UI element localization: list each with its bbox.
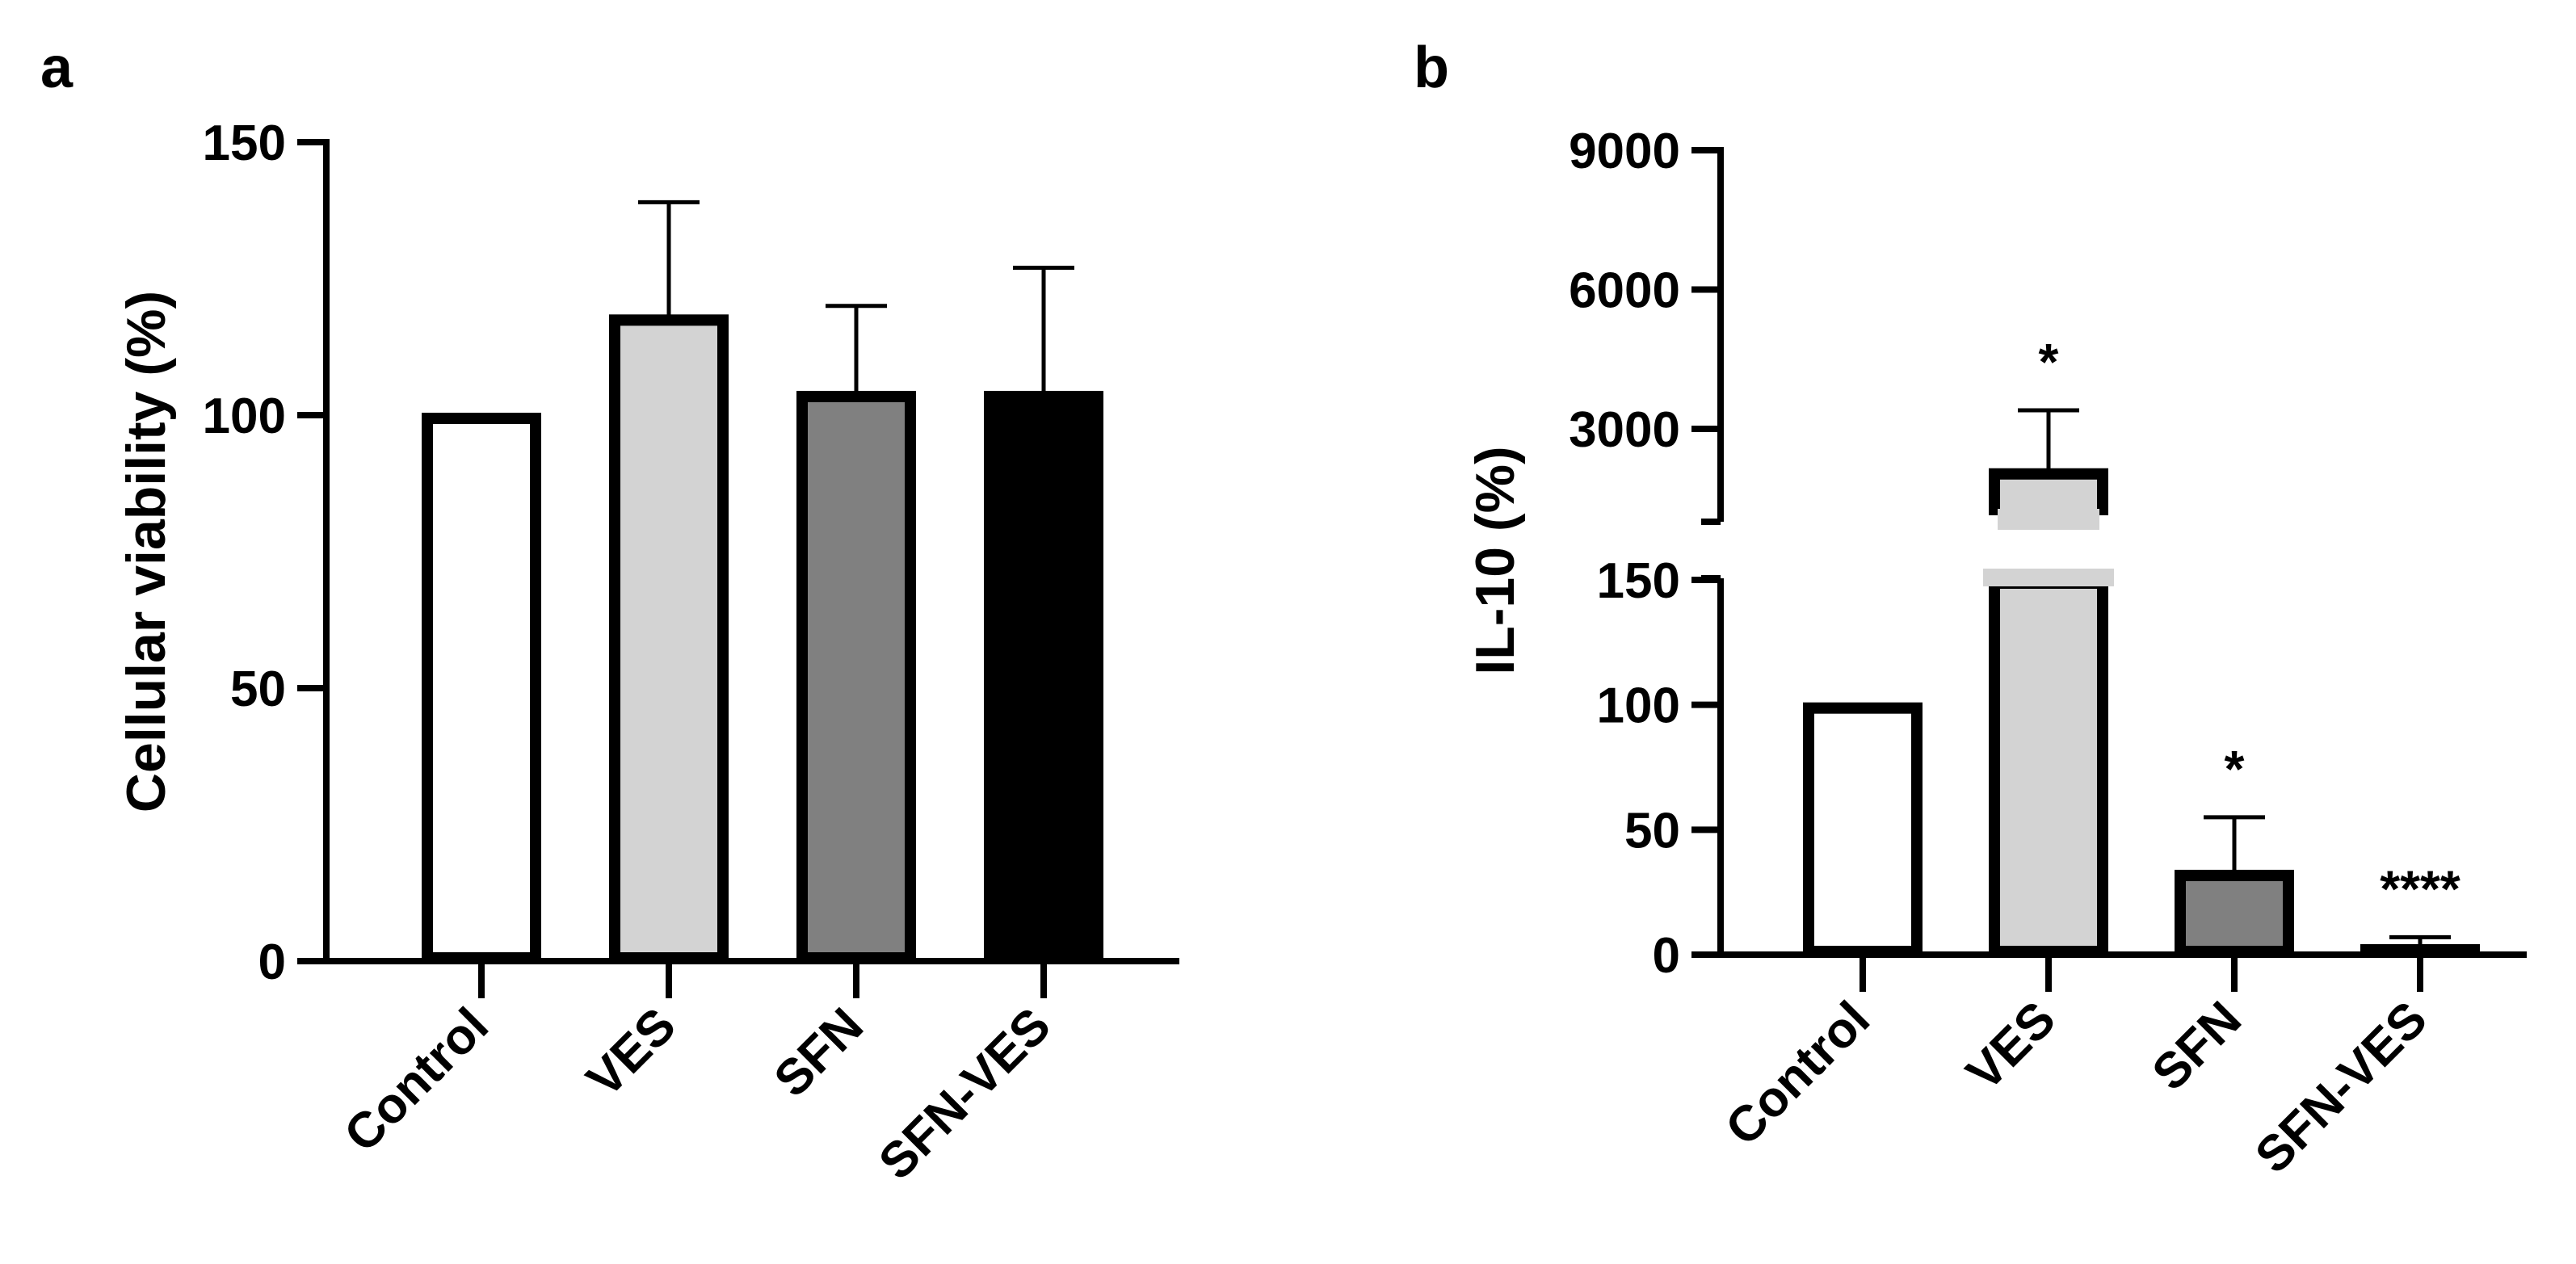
x-tick-label: VES — [576, 997, 687, 1108]
y-tick-label: 50 — [1624, 803, 1680, 859]
y-tick-label: 9000 — [1569, 124, 1680, 179]
y-tick-label: 150 — [203, 115, 286, 171]
y-tick-label: 0 — [1653, 928, 1680, 984]
y-tick-label: 6000 — [1569, 263, 1680, 319]
bar-sfn-ves — [984, 390, 1103, 964]
significance-marker: * — [2225, 740, 2245, 798]
y-tick-label: 100 — [1597, 678, 1680, 734]
bar-ves — [609, 314, 729, 964]
x-tick-label: SFN — [763, 997, 873, 1107]
bar-lower-open-top — [1983, 569, 2114, 586]
panel-a-label: a — [40, 36, 74, 100]
y-tick-label: 100 — [203, 388, 286, 444]
y-axis-label: Cellular viability (%) — [116, 291, 177, 813]
bar-control — [1803, 702, 1923, 958]
significance-marker: **** — [2380, 859, 2460, 918]
y-tick-label: 3000 — [1569, 402, 1680, 458]
bar-sfn-ves — [2360, 944, 2480, 957]
panel-b-label: b — [1414, 36, 1449, 100]
y-axis-label: IL-10 (%) — [1464, 446, 1526, 674]
x-tick-label: Control — [334, 997, 499, 1163]
x-tick-label: SFN-VES — [868, 997, 1061, 1191]
bar-sfn — [2175, 869, 2294, 958]
y-tick-label: 50 — [230, 661, 286, 717]
x-tick-label: VES — [1956, 991, 2066, 1102]
bar-control — [422, 413, 541, 964]
bar-ves-lower — [1989, 577, 2108, 957]
bar-sfn — [796, 390, 916, 964]
x-tick-label: SFN — [2141, 991, 2251, 1101]
x-tick-label: Control — [1715, 991, 1881, 1157]
chart-panel-a: 0 50 100 150 Cellular viability (%) Control VE… — [116, 115, 1179, 1191]
x-tick-label: SFN-VES — [2245, 991, 2438, 1184]
bar-upper-fill-edge — [1998, 509, 2099, 530]
y-tick-label: 0 — [258, 934, 286, 990]
y-tick-label: 150 — [1597, 553, 1680, 609]
chart-panel-b: 0 50 100 150 3000 6000 9000 IL-10 (%) Control * VE… — [1464, 124, 2527, 1184]
significance-marker: * — [2039, 333, 2059, 391]
